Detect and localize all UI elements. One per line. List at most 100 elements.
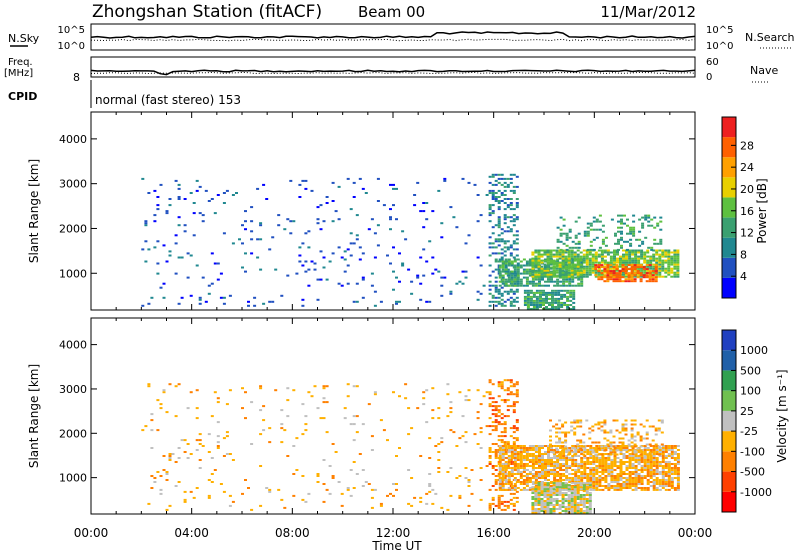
data-cell bbox=[622, 271, 625, 274]
data-cell bbox=[509, 304, 513, 307]
data-cell bbox=[537, 251, 541, 254]
data-cell bbox=[497, 208, 501, 211]
data-cell bbox=[535, 304, 539, 306]
data-cell bbox=[500, 232, 504, 235]
data-cell bbox=[494, 407, 498, 410]
data-cell bbox=[361, 469, 365, 471]
data-cell bbox=[571, 473, 575, 475]
data-cell bbox=[643, 459, 647, 461]
data-cell bbox=[150, 419, 154, 422]
data-cell bbox=[319, 204, 323, 207]
data-cell bbox=[497, 216, 501, 219]
data-cell bbox=[546, 484, 550, 487]
data-cell bbox=[641, 242, 645, 245]
data-cell bbox=[479, 447, 483, 449]
data-cell bbox=[559, 451, 563, 453]
data-cell bbox=[561, 425, 565, 428]
data-cell bbox=[617, 214, 620, 217]
data-cell bbox=[538, 475, 541, 477]
data-cell bbox=[564, 500, 568, 502]
data-cell bbox=[604, 465, 608, 467]
data-cell bbox=[646, 465, 650, 467]
data-cell bbox=[634, 487, 638, 489]
data-cell bbox=[551, 297, 554, 300]
nave-tick-top: 60 bbox=[706, 57, 719, 68]
data-cell bbox=[588, 431, 592, 434]
data-cell bbox=[498, 455, 502, 457]
data-cell bbox=[648, 453, 652, 456]
data-cell bbox=[494, 296, 498, 299]
data-cell bbox=[673, 488, 677, 491]
data-cell bbox=[597, 253, 601, 256]
data-cell bbox=[494, 200, 498, 202]
data-cell bbox=[661, 485, 665, 487]
data-cell bbox=[639, 435, 643, 438]
data-cell bbox=[577, 449, 581, 451]
data-cell bbox=[352, 242, 356, 245]
data-cell bbox=[506, 443, 510, 445]
data-cell bbox=[546, 512, 550, 514]
data-cell bbox=[619, 261, 622, 264]
data-cell bbox=[547, 457, 550, 459]
data-cell bbox=[595, 483, 599, 485]
data-cell bbox=[565, 244, 569, 247]
data-cell bbox=[601, 459, 605, 461]
data-cell bbox=[622, 453, 626, 455]
data-cell bbox=[618, 431, 622, 434]
data-cell bbox=[557, 308, 561, 310]
data-cell bbox=[509, 300, 513, 303]
data-cell bbox=[567, 253, 571, 256]
data-cell bbox=[328, 492, 332, 495]
data-cell bbox=[631, 488, 635, 491]
data-cell bbox=[541, 455, 544, 457]
data-cell bbox=[512, 409, 516, 412]
data-cell bbox=[528, 260, 532, 263]
data-cell bbox=[141, 177, 145, 180]
data-cell bbox=[589, 481, 593, 483]
data-cell bbox=[566, 306, 570, 308]
data-cell bbox=[280, 427, 284, 430]
data-cell bbox=[498, 487, 502, 489]
data-cell bbox=[588, 492, 592, 494]
data-cell bbox=[349, 469, 353, 471]
data-cell bbox=[422, 397, 426, 400]
data-cell bbox=[616, 488, 620, 491]
data-cell bbox=[545, 299, 548, 302]
data-cell bbox=[579, 251, 583, 254]
data-cell bbox=[549, 500, 553, 502]
data-cell bbox=[646, 479, 650, 481]
power-colorbar-label: Power [dB] bbox=[755, 178, 769, 243]
data-cell bbox=[625, 479, 629, 481]
data-cell bbox=[604, 479, 608, 481]
data-cell bbox=[634, 471, 638, 473]
data-cell bbox=[506, 379, 510, 382]
data-cell bbox=[532, 304, 536, 306]
data-cell bbox=[497, 502, 501, 505]
data-cell bbox=[583, 457, 587, 459]
data-cell bbox=[516, 481, 520, 483]
data-cell bbox=[667, 483, 671, 485]
data-cell bbox=[630, 280, 634, 283]
data-cell bbox=[479, 427, 483, 430]
data-cell bbox=[625, 261, 628, 264]
data-cell bbox=[620, 214, 623, 217]
data-cell bbox=[594, 275, 598, 278]
data-cell bbox=[667, 251, 671, 254]
data-cell bbox=[331, 252, 335, 255]
data-cell bbox=[643, 259, 647, 262]
data-cell bbox=[231, 500, 235, 503]
data-cell bbox=[592, 248, 596, 251]
data-cell bbox=[546, 267, 550, 270]
data-cell bbox=[559, 467, 563, 469]
data-cell bbox=[500, 435, 504, 438]
data-cell bbox=[331, 220, 335, 223]
data-cell bbox=[504, 272, 508, 275]
data-cell bbox=[561, 510, 565, 512]
data-cell bbox=[670, 481, 674, 483]
data-cell bbox=[571, 246, 575, 249]
data-cell bbox=[583, 463, 587, 465]
data-cell bbox=[355, 214, 359, 217]
data-cell bbox=[322, 387, 326, 390]
data-cell bbox=[464, 395, 468, 398]
colorbar-swatch bbox=[722, 117, 736, 138]
